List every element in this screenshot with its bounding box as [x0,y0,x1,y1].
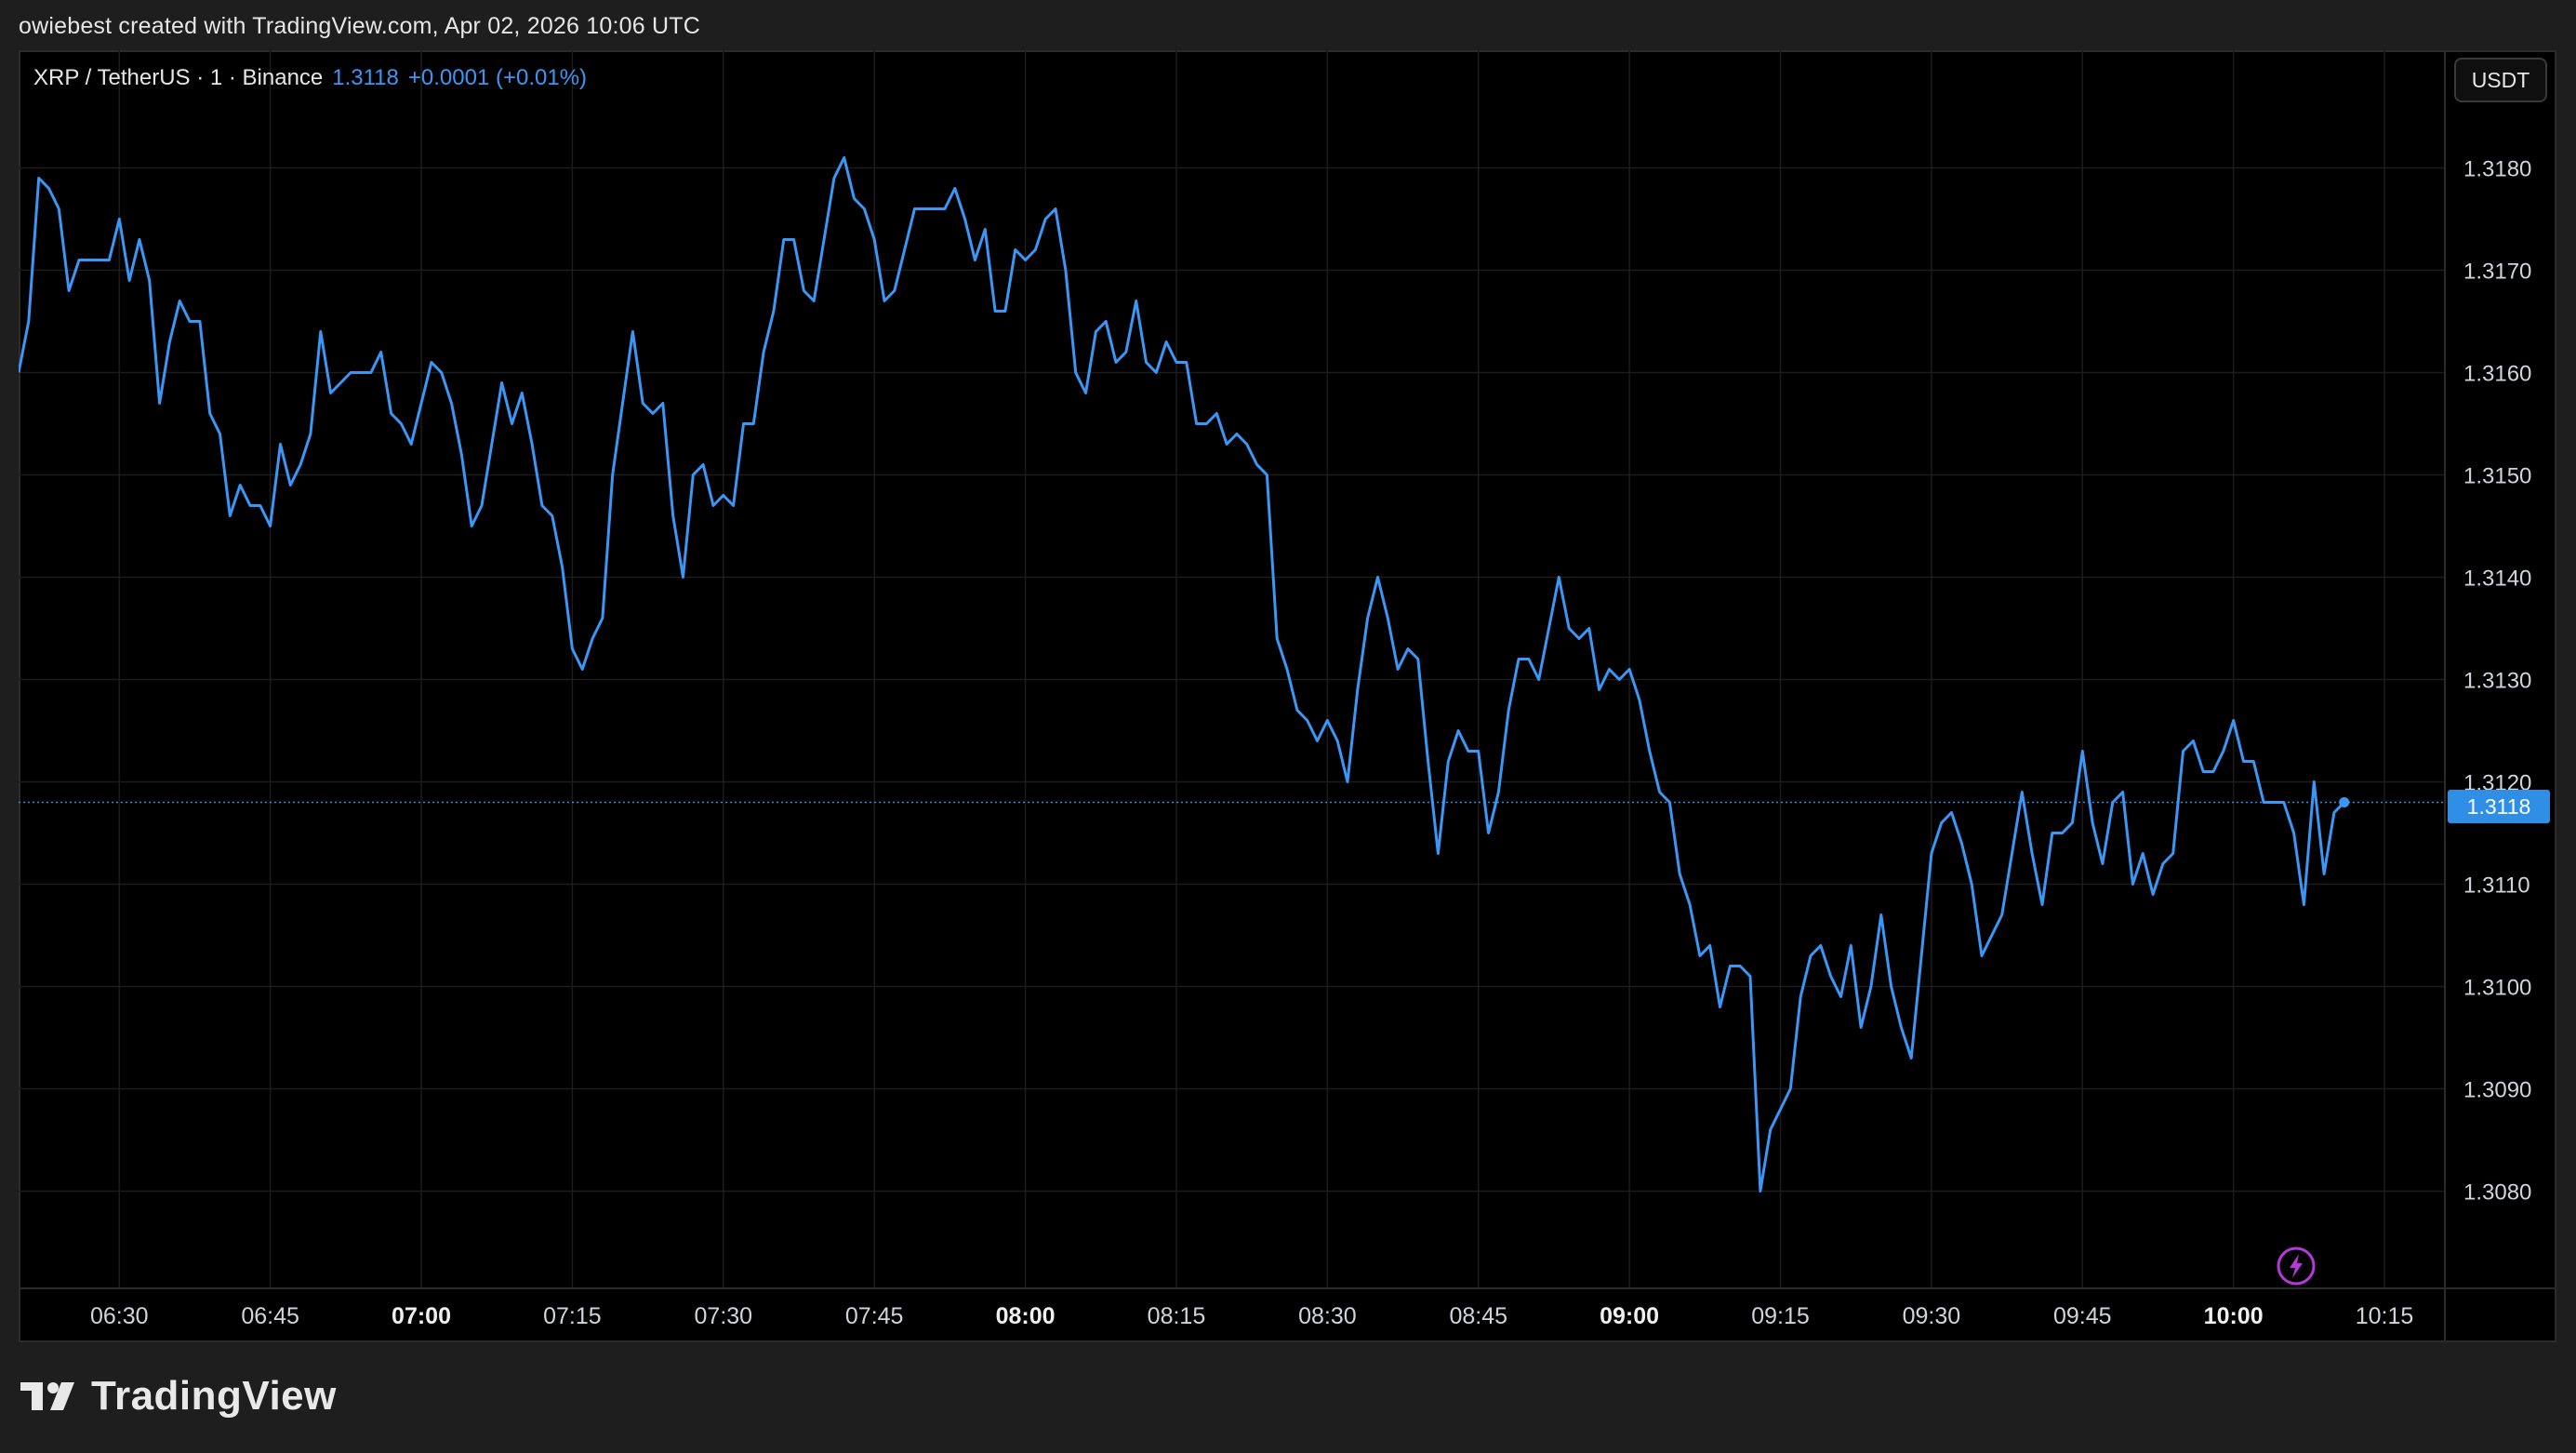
x-tick-label: 08:15 [1148,1303,1206,1329]
x-tick-label: 06:30 [90,1303,149,1329]
x-tick-label: 08:30 [1298,1303,1357,1329]
price-axis[interactable]: 1.30801.30901.31001.31101.31201.31301.31… [2463,157,2531,1206]
x-tick-label: 07:45 [845,1303,904,1329]
chart-frame [19,50,2556,1342]
y-tick-label: 1.3100 [2463,976,2531,1001]
brand-name: TradingView [91,1373,337,1419]
price-chart[interactable]: 1.30801.30901.31001.31101.31201.31301.31… [19,50,2556,1342]
x-tick-label: 07:00 [392,1303,451,1329]
y-tick-label: 1.3140 [2463,567,2531,592]
y-tick-label: 1.3150 [2463,464,2531,489]
price-change: +0.0001 (+0.01%) [407,65,588,90]
y-tick-label: 1.3080 [2463,1180,2531,1206]
grid [19,50,2445,1288]
symbol-legend[interactable]: XRP / TetherUS · 1 · Binance 1.3118 +0.000… [33,65,587,91]
time-axis[interactable]: 06:30 06:45 07:00 07:15 07:30 07:45 08:00 08:15… [90,1303,2413,1329]
lightning-icon-ring [2277,1246,2316,1286]
x-tick-label: 10:15 [2356,1303,2414,1329]
current-price-tag: 1.3118 [2448,790,2550,823]
lightning-icon[interactable] [2275,1245,2317,1287]
x-tick-label: 07:30 [695,1303,753,1329]
last-price: 1.3118 [332,65,399,90]
y-tick-label: 1.3170 [2463,260,2531,285]
x-tick-label: 07:15 [543,1303,602,1329]
price-series-line [19,156,2345,1193]
symbol-name: XRP / TetherUS · 1 · Binance [33,65,324,90]
y-tick-label: 1.3160 [2463,362,2531,387]
y-tick-label: 1.3130 [2463,669,2531,694]
x-tick-label: 09:45 [2053,1303,2112,1329]
tradingview-logo-icon [20,1382,74,1410]
currency-button[interactable]: USDT [2454,58,2547,102]
last-price-dot [2339,797,2350,807]
x-tick-label: 08:00 [996,1303,1056,1329]
lightning-icon-bolt [2290,1254,2303,1278]
x-tick-label: 06:45 [241,1303,299,1329]
y-tick-label: 1.3180 [2463,157,2531,182]
x-tick-label: 10:00 [2204,1303,2264,1329]
x-tick-label: 09:30 [1903,1303,1961,1329]
y-tick-label: 1.3090 [2463,1078,2531,1103]
x-tick-label: 09:15 [1751,1303,1810,1329]
brand-logo[interactable]: TradingView [20,1373,337,1420]
y-tick-label: 1.3110 [2463,873,2530,899]
chart-caption: owiebest created with TradingView.com, A… [19,13,700,39]
x-tick-label: 08:45 [1449,1303,1507,1329]
x-tick-label: 09:00 [1600,1303,1659,1329]
